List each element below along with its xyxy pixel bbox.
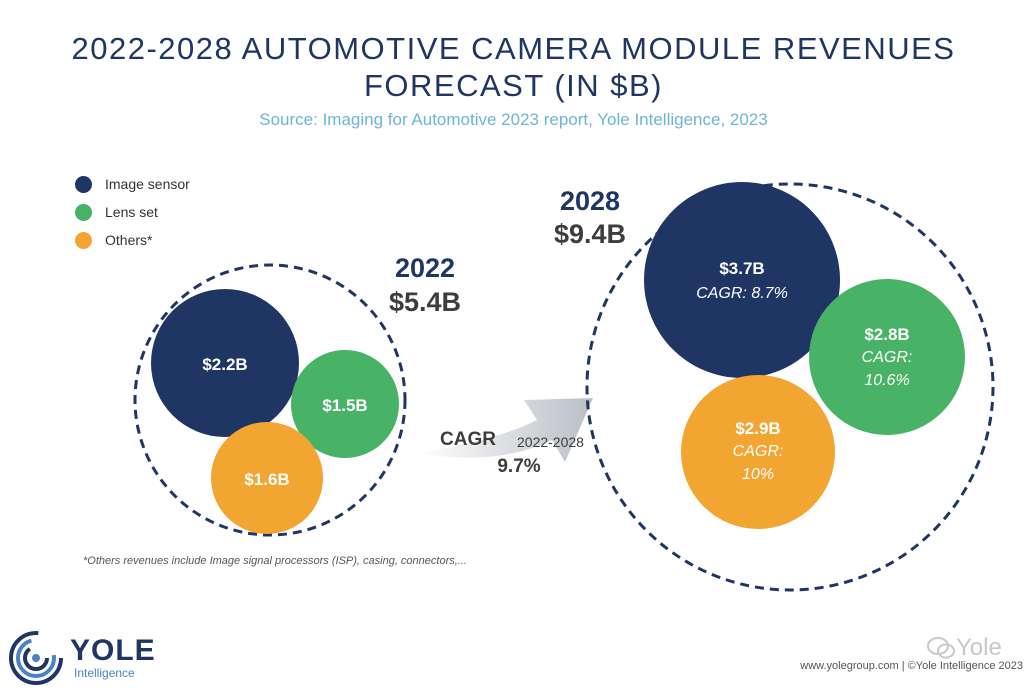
bubble-2028-others-value: $2.9B [735,419,780,438]
legend-label-image-sensor: Image sensor [105,176,190,192]
group-2022-outline [133,263,407,537]
chart-source: Source: Imaging for Automotive 2023 repo… [259,110,768,129]
bubble-2028-image-sensor-value: $3.7B [719,259,764,278]
bubble-2028-image-sensor [644,182,840,378]
year-2022-label: 2022 [395,253,455,283]
bubble-2028-image-sensor-cagr: CAGR: 8.7% [696,285,788,302]
bubble-2022-lens-set-value: $1.5B [322,396,367,415]
bubble-2028-lens-set-cagr-line-1: CAGR: [862,349,913,366]
legend-item-others: Others* [75,226,190,254]
logo-subtitle: Intelligence [74,666,135,680]
year-2022-total: $5.4B [389,287,461,317]
yole-spiral-icon [9,631,63,685]
bubble-2022-image-sensor-value: $2.2B [202,355,247,374]
legend-label-others: Others* [105,232,153,248]
cagr-label: CAGR [440,429,496,450]
yole-logo: YOLE Intelligence [8,630,156,686]
legend-swatch-others [75,231,92,249]
year-2028-label: 2028 [560,186,620,216]
watermark: Yole [926,634,1002,662]
legend-swatch-lens-set [75,203,92,221]
legend-label-lens-set: Lens set [105,204,158,220]
cagr-arrow [418,398,593,462]
footnote: *Others revenues include Image signal pr… [83,555,467,567]
bubble-2028-lens-set-cagr-line-2: 10.6% [864,372,909,389]
bubble-2028-lens-set [809,279,965,435]
legend-item-image-sensor: Image sensor [75,170,190,198]
bubble-2028-lens-set-value: $2.8B [864,325,909,344]
year-2028-total: $9.4B [554,219,626,249]
bubble-2022-others-value: $1.6B [244,470,289,489]
group-2028-outline [585,182,995,592]
bubble-2028-others [681,375,835,529]
watermark-text: Yole [956,634,1002,661]
legend-swatch-image-sensor [75,175,92,193]
chart-title-line-1: 2022-2028 AUTOMOTIVE CAMERA MODULE REVEN… [71,31,956,66]
bubble-2022-lens-set [291,350,399,458]
logo-name: YOLE [70,634,156,667]
legend-item-lens-set: Lens set [75,198,190,226]
legend: Image sensor Lens set Others* [75,170,190,254]
bubble-2028-others-cagr-line-2: 10% [742,466,774,483]
bubble-2022-image-sensor [151,289,299,437]
credit: www.yolegroup.com | ©Yole Intelligence 2… [800,660,1023,672]
wechat-icon [927,637,955,659]
cagr-value: 9.7% [497,456,540,477]
cagr-period: 2022-2028 [517,434,584,450]
chart-title-line-2: FORECAST (IN $B) [363,68,664,103]
chart-title: 2022-2028 AUTOMOTIVE CAMERA MODULE REVEN… [0,30,1027,104]
bubble-2022-others [211,422,323,534]
bubble-2028-others-cagr-line-1: CAGR: [733,443,784,460]
